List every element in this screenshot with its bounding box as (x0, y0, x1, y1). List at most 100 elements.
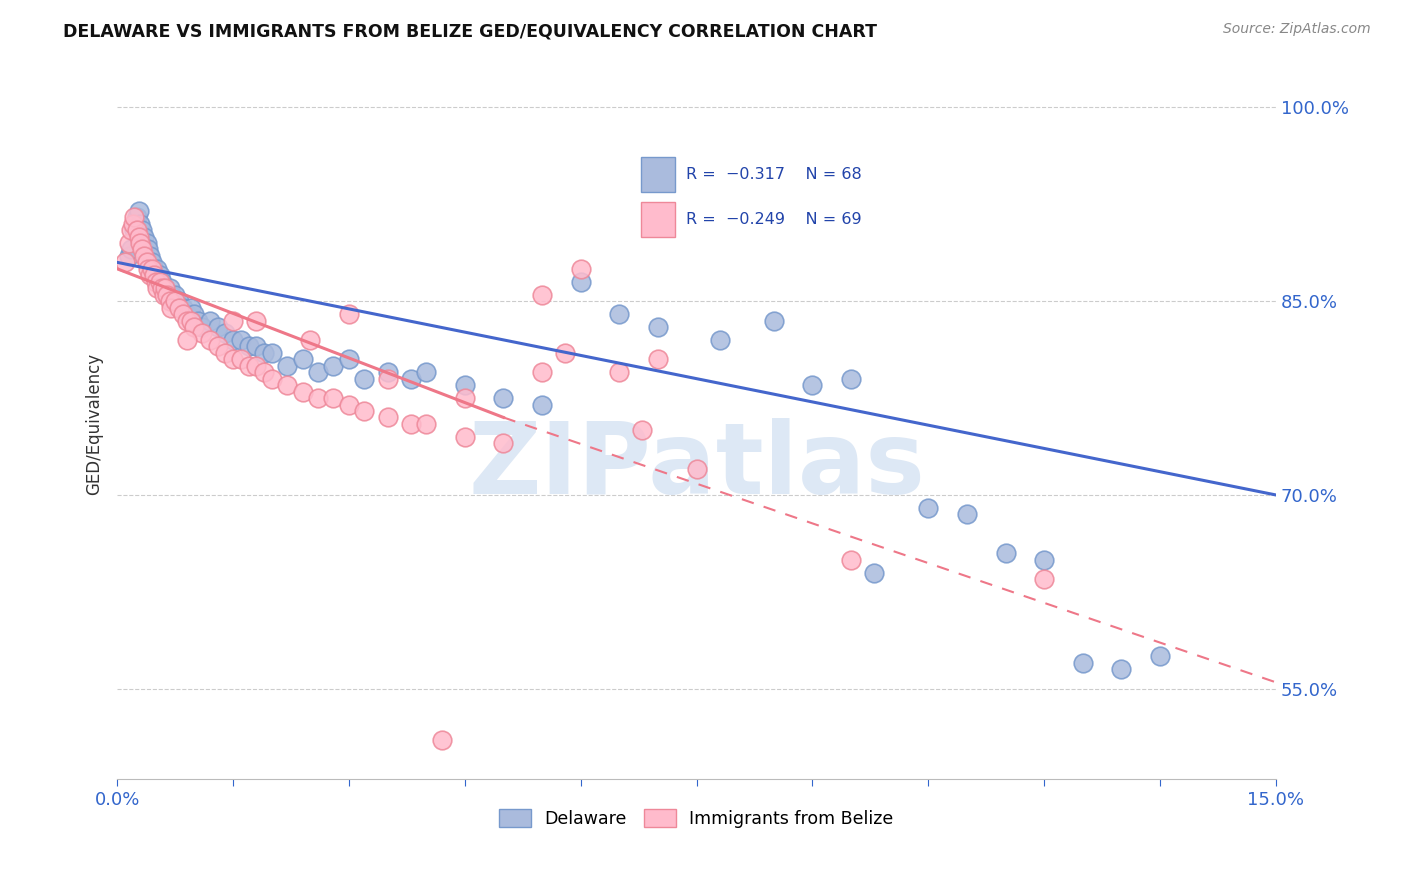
Point (149, 275, 172, 289)
Point (143, 261, 166, 276)
Point (569, 275, 592, 289)
Point (183, 320, 205, 334)
Point (399, 372, 422, 386)
Point (299, 333, 322, 347)
Point (180, 301, 202, 315)
Point (607, 365, 630, 379)
Point (160, 301, 183, 315)
Point (128, 229, 150, 244)
Point (260, 346, 283, 360)
Point (146, 281, 169, 295)
Point (762, 313, 785, 327)
Point (607, 307, 630, 321)
Point (253, 365, 276, 379)
Point (122, 210, 145, 224)
Point (125, 223, 148, 237)
Point (143, 268, 166, 283)
Point (956, 508, 979, 522)
Point (229, 333, 252, 347)
Point (569, 261, 592, 276)
Point (454, 430, 477, 444)
Point (145, 268, 167, 283)
Point (276, 378, 298, 392)
Point (153, 281, 176, 295)
Point (152, 287, 174, 301)
Point (135, 255, 157, 269)
Point (214, 346, 236, 360)
Point (114, 255, 136, 269)
Point (191, 320, 214, 334)
Point (685, 462, 707, 476)
Point (136, 243, 159, 257)
Point (1033, 572, 1056, 586)
Point (353, 372, 375, 386)
Point (377, 372, 399, 386)
Point (353, 404, 375, 418)
Text: R =  −0.317    N = 68: R = −0.317 N = 68 (686, 167, 862, 182)
Text: R =  −0.249    N = 69: R = −0.249 N = 69 (686, 212, 862, 227)
Point (454, 378, 477, 392)
Point (165, 287, 187, 301)
Point (146, 261, 169, 276)
Point (120, 243, 142, 257)
Point (1071, 656, 1094, 670)
Point (801, 378, 824, 392)
Point (238, 359, 260, 373)
Point (377, 410, 399, 425)
Point (377, 365, 399, 379)
Text: Source: ZipAtlas.com: Source: ZipAtlas.com (1223, 22, 1371, 37)
Point (125, 210, 148, 224)
Point (863, 566, 886, 580)
Point (131, 223, 153, 237)
Point (399, 417, 422, 431)
Point (166, 294, 188, 309)
Point (198, 333, 221, 347)
Bar (641, 157, 675, 192)
Point (198, 313, 221, 327)
Point (238, 339, 260, 353)
Point (1111, 662, 1133, 676)
Point (153, 281, 176, 295)
Point (156, 287, 179, 301)
Point (138, 268, 160, 283)
Point (118, 249, 141, 263)
Point (167, 301, 190, 315)
Point (291, 384, 314, 399)
Y-axis label: GED/Equivalency: GED/Equivalency (86, 353, 103, 495)
Point (159, 281, 181, 295)
Point (180, 313, 202, 327)
Point (141, 261, 163, 276)
Point (430, 733, 453, 747)
Point (337, 307, 360, 321)
Point (531, 397, 554, 411)
Point (176, 313, 198, 327)
Point (253, 346, 276, 360)
Point (917, 500, 939, 515)
Point (276, 359, 298, 373)
Point (129, 217, 152, 231)
Point (647, 320, 669, 334)
Text: DELAWARE VS IMMIGRANTS FROM BELIZE GED/EQUIVALENCY CORRELATION CHART: DELAWARE VS IMMIGRANTS FROM BELIZE GED/E… (63, 22, 877, 40)
Point (131, 243, 153, 257)
Point (229, 352, 252, 367)
Point (172, 301, 194, 315)
Point (121, 217, 143, 231)
Point (337, 397, 360, 411)
Point (134, 229, 156, 244)
Point (531, 365, 554, 379)
Point (183, 307, 205, 321)
Point (291, 352, 314, 367)
Point (492, 436, 515, 450)
Point (152, 281, 174, 295)
Point (709, 333, 731, 347)
Point (631, 423, 654, 437)
Point (162, 294, 184, 309)
Point (839, 552, 862, 566)
Point (120, 223, 142, 237)
Point (492, 391, 515, 405)
Point (150, 281, 173, 295)
Point (307, 365, 329, 379)
Point (207, 339, 229, 353)
Point (1033, 552, 1056, 566)
Point (176, 307, 198, 321)
